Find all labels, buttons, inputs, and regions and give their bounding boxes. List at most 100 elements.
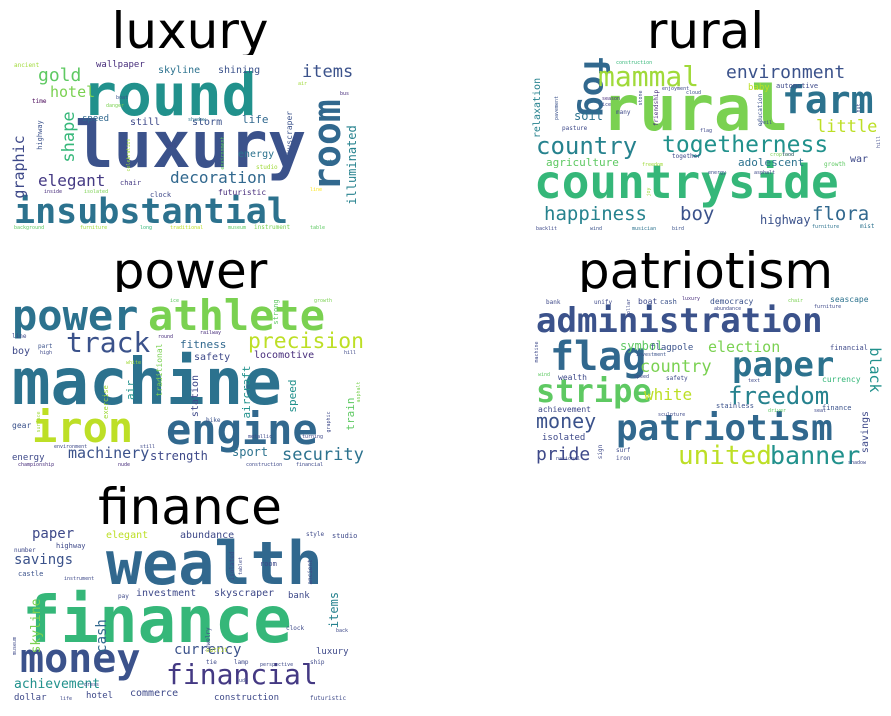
cloud-word: chair — [788, 298, 803, 304]
cloud-word: white — [644, 385, 692, 404]
cloud-word: track — [66, 326, 150, 359]
cloud-word: hut — [856, 103, 862, 112]
cloud-word: flagpole — [650, 343, 693, 353]
cloud-word: together — [672, 153, 701, 160]
wordcloud-panel-power: power machine power athlete engine iron … — [0, 240, 380, 472]
cloud-word: construction — [246, 462, 282, 467]
cloud-word: inside — [44, 189, 62, 195]
cloud-word: danger — [106, 103, 124, 109]
cloud-word: financial — [830, 344, 868, 352]
cloud-word: bike — [206, 417, 221, 424]
cloud-word: stainless — [716, 402, 754, 410]
cloud-word: luxury — [682, 296, 700, 302]
cloud-word: decoration — [170, 168, 266, 187]
cloud-word: farm — [782, 78, 874, 122]
cloud-word: gear — [12, 421, 31, 430]
cloud-word: banner — [770, 441, 860, 467]
cloud-word: jewelry — [205, 627, 212, 653]
cloud-word: background — [14, 225, 44, 230]
cloud-word: flag — [700, 128, 712, 134]
cloud-word: instrument — [64, 576, 94, 582]
cloud-word: storm — [192, 117, 222, 128]
cloud-word: boy — [12, 346, 30, 357]
cloud-word: wallpaper — [96, 60, 145, 70]
cloud-word: still — [130, 117, 160, 128]
cloud-word: power — [12, 292, 138, 340]
cloud-word: speed — [286, 379, 299, 412]
cloud-word: clock — [150, 191, 172, 199]
cloud-word: celebration — [126, 138, 132, 171]
cloud-word: happiness — [544, 203, 647, 225]
cloud-word: museum — [12, 637, 18, 655]
cloud-word: furniture — [80, 225, 107, 230]
cloud-word: ice — [602, 102, 611, 108]
cloud-word: environment — [220, 136, 226, 169]
cloud-word: security — [282, 445, 364, 465]
cloud-word: station — [190, 375, 201, 417]
cloud-word: flag — [550, 334, 646, 380]
cloud-word: paper — [732, 345, 834, 385]
cloud-word: energy — [12, 453, 45, 463]
cloud-word: skyscraper — [214, 588, 274, 599]
cloud-word: round — [158, 334, 173, 340]
cloud-word: patriotism — [616, 408, 833, 449]
cloud-word: asphalt — [754, 170, 775, 176]
cloud-word: bank — [288, 591, 310, 601]
cloud-word: metallic — [248, 434, 272, 440]
cloud-word: bus — [340, 91, 349, 97]
cloud-word: achievement — [14, 677, 100, 692]
cloud-word: democracy — [710, 297, 754, 306]
cloud-word: iron — [616, 455, 631, 462]
cloud-word: machine — [534, 341, 540, 362]
cloud-word: money — [536, 409, 596, 433]
cloud-word: construction — [616, 60, 652, 66]
cloud-word: round — [82, 61, 257, 129]
cloud-word: highway — [760, 213, 811, 227]
cloud-word: food — [782, 152, 794, 158]
cloud-word: furniture — [812, 224, 839, 230]
cloud-word: country — [536, 132, 637, 160]
cloud-word: instrument — [254, 224, 291, 230]
cloud-word: dollar — [14, 693, 47, 701]
cloud-word: machinery — [68, 444, 149, 462]
cloud-word: achievement — [538, 405, 591, 414]
cloud-word: futuristic — [218, 188, 266, 197]
cloud-word: dollar — [626, 299, 632, 317]
cloud-word: speed — [634, 374, 649, 380]
cloud-word: administration — [536, 301, 823, 341]
cloud-word: wet — [166, 142, 177, 149]
cloud-word: financial — [296, 462, 323, 467]
cloud-word: ancient — [307, 559, 314, 585]
cloud-word: boat — [638, 297, 657, 306]
cloud-word: pay — [118, 593, 129, 600]
cloud-word: black — [866, 347, 884, 392]
cloud-word: currency — [174, 642, 241, 658]
cloud-word: musician — [632, 226, 656, 232]
cloud-word: studio — [256, 164, 278, 171]
wordcloud-panel-finance: finance finance wealth money financial p… — [0, 476, 380, 716]
cloud-word: boat — [116, 95, 128, 101]
cloud-word: line — [12, 333, 27, 340]
cloud-word: cash — [660, 298, 677, 306]
chart-title: finance — [98, 478, 282, 536]
chart-title: patriotism — [577, 242, 834, 300]
cloud-word: isolated — [84, 189, 108, 195]
cloud-word: growth — [824, 161, 846, 168]
cloud-word: season — [602, 96, 620, 102]
cloud-word: castle — [18, 570, 43, 578]
cloud-word: room — [305, 99, 349, 191]
cloud-word: finance — [22, 584, 292, 658]
cloud-word: countryside — [534, 155, 839, 209]
cloud-word: money — [20, 636, 140, 682]
cloud-word: speed — [82, 114, 109, 124]
cloud-word: veil — [760, 120, 772, 126]
cloud-word: championship — [18, 462, 54, 467]
cloud-word: little — [816, 117, 877, 137]
cloud-word: cropland — [770, 152, 794, 158]
cloud-word: perspective — [260, 662, 293, 668]
cloud-word: pride — [536, 444, 590, 465]
cloud-word: wind — [590, 226, 602, 232]
cloud-word: back — [336, 628, 348, 634]
cloud-word: hill — [344, 350, 356, 356]
cloud-word: high — [40, 350, 52, 356]
